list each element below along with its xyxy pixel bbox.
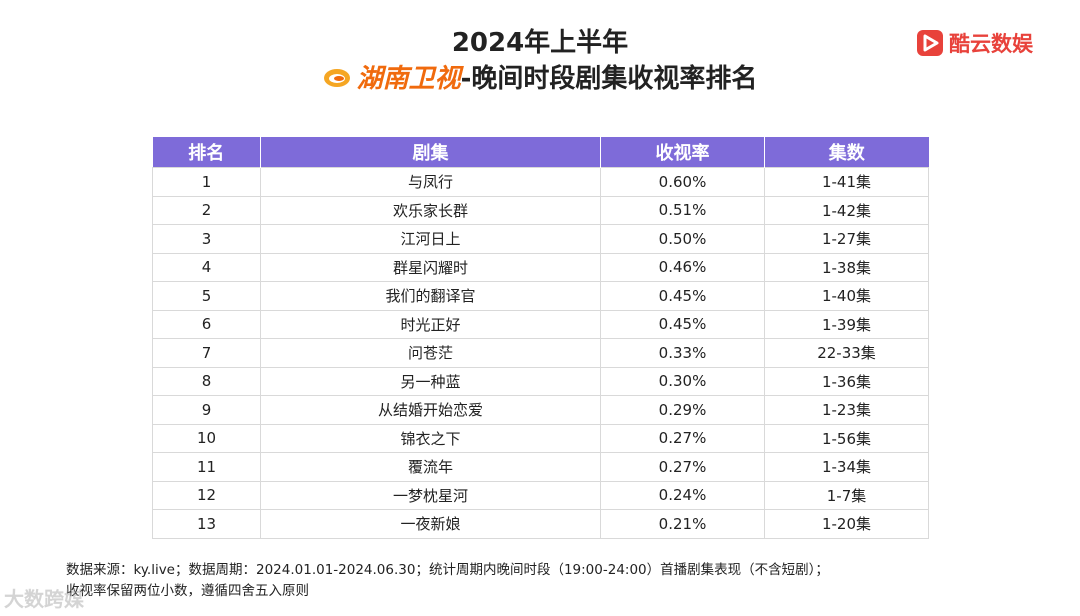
cell-drama: 江河日上 (260, 224, 601, 254)
watermark: 大数跨媒 (4, 587, 84, 611)
cell-drama: 一梦枕星河 (260, 480, 601, 510)
table-header-row: 排名 剧集 收视率 集数 (152, 137, 929, 168)
title-line2: 湖南卫视 -晚间时段剧集收视率排名 (0, 58, 1080, 95)
cell-episodes: 1-36集 (764, 366, 929, 396)
footer-line2: 收视率保留两位小数，遵循四舍五入原则 (66, 583, 309, 599)
cell-rating: 0.21% (600, 509, 765, 539)
cell-rank: 9 (152, 395, 261, 425)
hunan-tv-logo-icon (323, 66, 351, 88)
title-rest: -晚间时段剧集收视率排名 (460, 64, 758, 94)
header-rank: 排名 (152, 137, 261, 168)
cell-drama: 问苍茫 (260, 338, 601, 368)
cell-episodes: 22-33集 (764, 338, 929, 368)
channel-name: 湖南卫视 (356, 64, 461, 94)
cell-rank: 1 (152, 167, 261, 197)
header-drama: 剧集 (260, 137, 601, 168)
cell-drama: 从结婚开始恋爱 (260, 395, 601, 425)
header-episodes: 集数 (764, 137, 929, 168)
table-row: 5 我们的翻译官 0.45% 1-40集 (152, 281, 929, 311)
cell-episodes: 1-41集 (764, 167, 929, 197)
footer-notes: 数据来源：ky.live；数据周期：2024.01.01-2024.06.30；… (66, 560, 829, 602)
cell-episodes: 1-39集 (764, 309, 929, 339)
cell-episodes: 1-56集 (764, 423, 929, 453)
table-row: 3 江河日上 0.50% 1-27集 (152, 224, 929, 254)
cell-episodes: 1-27集 (764, 224, 929, 254)
cell-rating: 0.51% (600, 195, 765, 225)
cell-rating: 0.45% (600, 309, 765, 339)
cell-rating: 0.50% (600, 224, 765, 254)
cell-rank: 2 (152, 195, 261, 225)
table-body: 1 与凤行 0.60% 1-41集 2 欢乐家长群 0.51% 1-42集 3 江河日上 0.50%… (152, 167, 929, 539)
cell-rank: 7 (152, 338, 261, 368)
cell-rank: 10 (152, 423, 261, 453)
cell-drama: 我们的翻译官 (260, 281, 601, 311)
cell-drama: 欢乐家长群 (260, 195, 601, 225)
brand-name: 酷云数娱 (949, 32, 1033, 56)
cell-episodes: 1-23集 (764, 395, 929, 425)
cell-rank: 12 (152, 480, 261, 510)
table-row: 10 锦衣之下 0.27% 1-56集 (152, 423, 929, 453)
cell-episodes: 1-42集 (764, 195, 929, 225)
cell-rating: 0.27% (600, 452, 765, 482)
title-line1: 2024年上半年 (451, 28, 629, 58)
footer-line1: 数据来源：ky.live；数据周期：2024.01.01-2024.06.30；… (66, 562, 829, 578)
cell-episodes: 1-20集 (764, 509, 929, 539)
table-row: 9 从结婚开始恋爱 0.29% 1-23集 (152, 395, 929, 425)
table-row: 2 欢乐家长群 0.51% 1-42集 (152, 195, 929, 225)
ranking-table: 排名 剧集 收视率 集数 1 与凤行 0.60% 1-41集 2 欢乐家长群 0.51% 1-… (152, 137, 929, 539)
cell-rating: 0.29% (600, 395, 765, 425)
cell-rank: 13 (152, 509, 261, 539)
cell-episodes: 1-38集 (764, 252, 929, 282)
cell-rank: 4 (152, 252, 261, 282)
cell-rating: 0.33% (600, 338, 765, 368)
cell-rating: 0.60% (600, 167, 765, 197)
cell-drama: 锦衣之下 (260, 423, 601, 453)
brand-logo: 酷云数娱 (917, 28, 1033, 58)
table-row: 11 覆流年 0.27% 1-34集 (152, 452, 929, 482)
table-row: 13 一夜新娘 0.21% 1-20集 (152, 509, 929, 539)
cell-rating: 0.24% (600, 480, 765, 510)
cell-rating: 0.27% (600, 423, 765, 453)
table-row: 6 时光正好 0.45% 1-39集 (152, 309, 929, 339)
cell-drama: 一夜新娘 (260, 509, 601, 539)
cell-episodes: 1-40集 (764, 281, 929, 311)
cell-rating: 0.46% (600, 252, 765, 282)
cell-drama: 时光正好 (260, 309, 601, 339)
cell-episodes: 1-7集 (764, 480, 929, 510)
cell-drama: 另一种蓝 (260, 366, 601, 396)
table-row: 12 一梦枕星河 0.24% 1-7集 (152, 480, 929, 510)
cell-episodes: 1-34集 (764, 452, 929, 482)
cell-rank: 6 (152, 309, 261, 339)
cell-rating: 0.30% (600, 366, 765, 396)
cell-rating: 0.45% (600, 281, 765, 311)
cell-drama: 与凤行 (260, 167, 601, 197)
cell-rank: 11 (152, 452, 261, 482)
table-row: 8 另一种蓝 0.30% 1-36集 (152, 366, 929, 396)
header-rating: 收视率 (600, 137, 765, 168)
table-row: 1 与凤行 0.60% 1-41集 (152, 167, 929, 197)
cell-rank: 3 (152, 224, 261, 254)
cell-rank: 5 (152, 281, 261, 311)
cell-rank: 8 (152, 366, 261, 396)
cell-drama: 群星闪耀时 (260, 252, 601, 282)
cell-drama: 覆流年 (260, 452, 601, 482)
play-logo-icon (917, 30, 943, 56)
table-row: 7 问苍茫 0.33% 22-33集 (152, 338, 929, 368)
table-row: 4 群星闪耀时 0.46% 1-38集 (152, 252, 929, 282)
